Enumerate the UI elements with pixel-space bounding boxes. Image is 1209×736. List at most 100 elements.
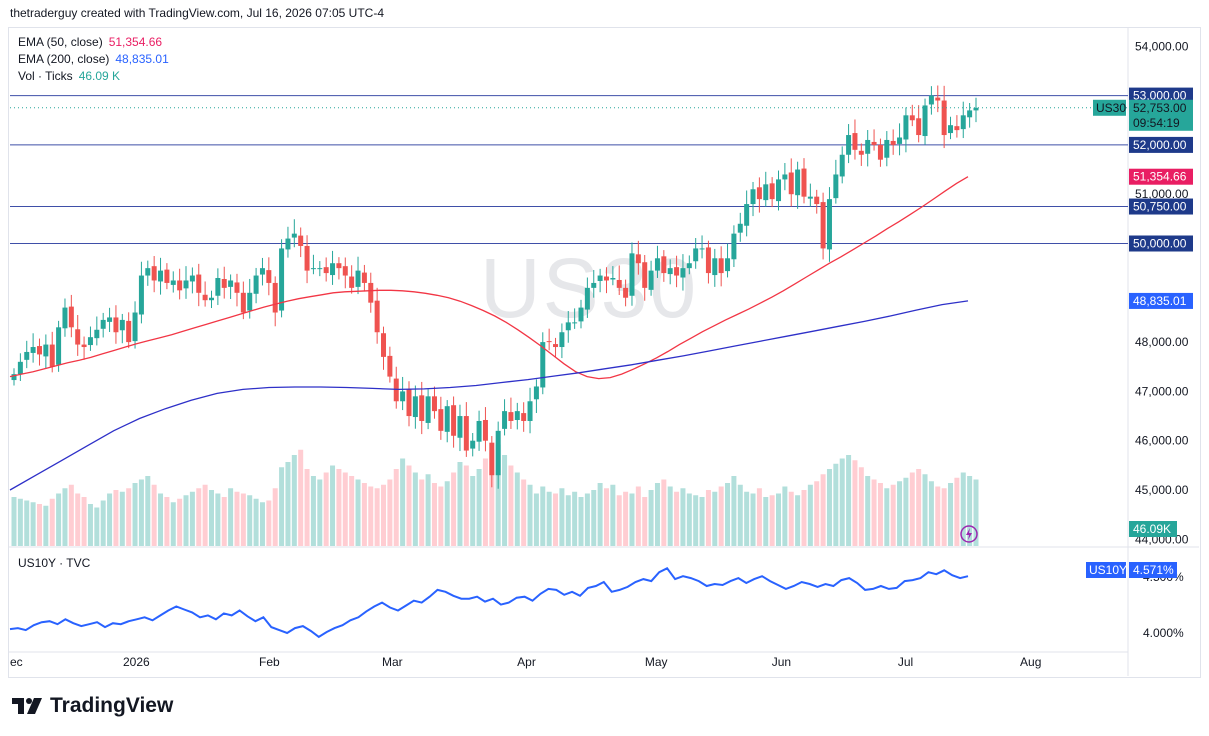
- volume-bar: [463, 465, 469, 546]
- legend-ema50[interactable]: EMA (50, close) 51,354.66: [18, 34, 162, 51]
- volume-bar: [559, 488, 565, 546]
- candle-body: [476, 420, 482, 442]
- volume-bar: [304, 469, 310, 546]
- volume-bar: [482, 458, 488, 546]
- volume-bar: [705, 490, 711, 546]
- volume-bar: [610, 484, 616, 546]
- candle-body: [667, 268, 673, 275]
- volume-bar: [871, 479, 877, 546]
- volume-bar: [400, 458, 406, 546]
- volume-bar: [151, 484, 157, 546]
- volume-bar: [228, 488, 234, 546]
- price-tick-label: 51,000.00: [1135, 187, 1189, 201]
- lightning-icon: [960, 525, 978, 543]
- volume-bar: [890, 484, 896, 546]
- volume-bar: [349, 476, 355, 546]
- candle-body: [24, 351, 30, 360]
- time-tick-label: ec: [10, 655, 23, 669]
- footer-brand[interactable]: TradingView: [12, 694, 173, 718]
- candle-body: [138, 275, 144, 315]
- volume-bar: [712, 491, 718, 546]
- candle-body: [107, 317, 113, 322]
- volume-bar: [941, 488, 947, 546]
- volume-bar: [807, 484, 813, 546]
- price-tick-label: 48,000.00: [1135, 335, 1189, 349]
- candle-body: [763, 184, 769, 201]
- price-tick-label: 45,000.00: [1135, 483, 1189, 497]
- volume-bar: [36, 504, 42, 546]
- candle-body: [903, 115, 909, 140]
- legend-volume[interactable]: Vol · Ticks 46.09 K: [18, 68, 120, 85]
- volume-bar: [451, 472, 457, 546]
- candle-body: [973, 107, 979, 111]
- time-tick-label: Mar: [382, 655, 403, 669]
- volume-bar: [616, 495, 622, 546]
- volume-bar: [107, 493, 113, 546]
- volume-bar: [782, 486, 788, 546]
- volume-bar: [916, 469, 922, 546]
- volume-bar: [406, 465, 412, 546]
- volume-bar: [68, 484, 74, 546]
- volume-bar: [521, 479, 527, 546]
- volume-bar: [693, 495, 699, 546]
- us10y-value-tag-label: 4.571%: [1133, 563, 1174, 577]
- volume-bar: [177, 498, 183, 546]
- volume-bar: [731, 476, 737, 546]
- volume-bar: [629, 493, 635, 546]
- volume-bar: [419, 479, 425, 546]
- legend-ema200-label: EMA (200, close): [18, 52, 110, 66]
- candle-body: [412, 396, 418, 418]
- candle-body: [954, 126, 960, 131]
- candle-body: [17, 361, 23, 375]
- volume-bar: [17, 498, 23, 546]
- candle-body: [839, 154, 845, 177]
- level-tag: [1129, 87, 1193, 104]
- volume-bar: [699, 497, 705, 546]
- volume-bar: [75, 493, 81, 546]
- legend-ema200[interactable]: EMA (200, close) 48,835.01: [18, 51, 169, 68]
- volume-bar: [215, 493, 221, 546]
- candle-body: [62, 307, 68, 329]
- volume-bar: [381, 484, 387, 546]
- candle-body: [68, 306, 74, 328]
- candle-body: [928, 95, 934, 105]
- candle-body: [540, 342, 546, 388]
- volume-bar: [502, 455, 508, 546]
- candle-body: [648, 270, 654, 290]
- time-tick-label: 2026: [123, 655, 150, 669]
- volume-bar: [833, 463, 839, 546]
- candle-body: [387, 355, 393, 377]
- volume-tag: [1129, 521, 1177, 537]
- candle-body: [196, 274, 202, 293]
- us10y-symbol-tag-label: US10Y: [1089, 563, 1127, 577]
- volume-bar: [514, 472, 520, 546]
- volume-bar: [686, 493, 692, 546]
- candle-body: [177, 280, 183, 291]
- pane2-label[interactable]: US10Y · TVC: [18, 556, 91, 570]
- candle-body: [527, 401, 533, 421]
- candle-body: [565, 322, 571, 331]
- candle-body: [935, 97, 941, 101]
- volume-bar: [533, 493, 539, 546]
- volume-bar: [342, 472, 348, 546]
- volume-bar: [572, 491, 578, 546]
- yield-tick-label: 4.000%: [1143, 626, 1184, 640]
- volume-bar: [470, 476, 476, 546]
- candle-body: [661, 256, 667, 274]
- candle-body: [680, 268, 686, 278]
- candle-body: [948, 125, 954, 134]
- candle-body: [247, 292, 253, 311]
- candle-body: [960, 115, 966, 130]
- candle-body: [336, 263, 342, 269]
- level-tag-label: 52,000.00: [1133, 138, 1187, 152]
- legend-ema50-value: 51,354.66: [108, 35, 163, 49]
- volume-bar: [935, 486, 941, 546]
- volume-bar: [744, 491, 750, 546]
- candle-body: [87, 337, 93, 346]
- volume-bar: [648, 490, 654, 546]
- volume-bar: [431, 483, 437, 546]
- candle-body: [941, 100, 947, 136]
- level-tag-label: 53,000.00: [1133, 89, 1187, 103]
- candle-body: [43, 344, 49, 357]
